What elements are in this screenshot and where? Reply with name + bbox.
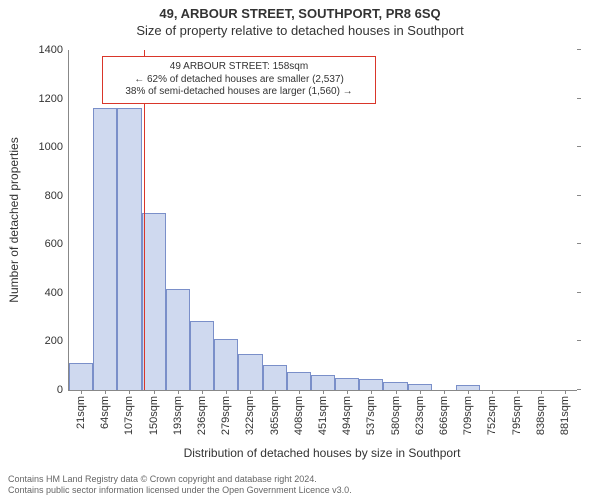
x-tick-label: 322sqm (244, 396, 256, 435)
x-tick-label: 236sqm (196, 396, 208, 435)
x-tick-label: 537sqm (365, 396, 377, 435)
x-tick-label: 451sqm (317, 396, 329, 435)
x-tick-label: 795sqm (511, 396, 523, 435)
x-tick-label: 21sqm (75, 396, 87, 429)
histogram-bar (263, 365, 287, 391)
y-tick-label: 1400 (39, 44, 69, 56)
y-axis-label: Number of detached properties (7, 137, 21, 302)
histogram-bar (383, 382, 407, 391)
x-tick-label: 150sqm (148, 396, 160, 435)
histogram-bar (69, 363, 93, 390)
x-tick-label: 838sqm (535, 396, 547, 435)
histogram-bar (238, 354, 262, 390)
x-tick-label: 881sqm (559, 396, 571, 435)
x-tick-label: 752sqm (486, 396, 498, 435)
histogram-bar (335, 378, 359, 390)
chart-container: 49, ARBOUR STREET, SOUTHPORT, PR8 6SQ Si… (0, 0, 600, 500)
histogram-bar (359, 379, 383, 390)
x-tick-label: 365sqm (269, 396, 281, 435)
histogram-bar (142, 213, 166, 390)
annotation-line: 49 ARBOUR STREET: 158sqm (109, 61, 369, 74)
y-tick-label: 600 (45, 238, 69, 250)
page-subtitle: Size of property relative to detached ho… (0, 21, 600, 38)
x-tick-label: 193sqm (172, 396, 184, 435)
footer-line: Contains public sector information licen… (8, 485, 352, 496)
y-tick-label: 0 (57, 384, 69, 396)
annotation-line: 38% of semi-detached houses are larger (… (109, 86, 369, 99)
histogram-bar (214, 339, 238, 390)
footer-attribution: Contains HM Land Registry data © Crown c… (8, 474, 352, 497)
x-tick-label: 709sqm (462, 396, 474, 435)
histogram-bar (93, 108, 117, 390)
histogram-bar (117, 108, 141, 390)
x-tick-label: 494sqm (341, 396, 353, 435)
y-tick-label: 800 (45, 190, 69, 202)
y-tick-label: 400 (45, 287, 69, 299)
x-axis-label: Distribution of detached houses by size … (68, 446, 576, 460)
page-title: 49, ARBOUR STREET, SOUTHPORT, PR8 6SQ (0, 0, 600, 21)
y-tick-label: 200 (45, 335, 69, 347)
x-tick-label: 107sqm (123, 396, 135, 435)
y-tick-label: 1200 (39, 93, 69, 105)
annotation-line: ← 62% of detached houses are smaller (2,… (109, 74, 369, 87)
x-tick-label: 623sqm (414, 396, 426, 435)
histogram-bar (190, 321, 214, 390)
histogram-bar (287, 372, 311, 390)
x-tick-label: 279sqm (220, 396, 232, 435)
histogram-bar (166, 289, 190, 390)
footer-line: Contains HM Land Registry data © Crown c… (8, 474, 352, 485)
annotation-box: 49 ARBOUR STREET: 158sqm ← 62% of detach… (102, 56, 376, 104)
x-tick-label: 580sqm (390, 396, 402, 435)
x-tick-label: 408sqm (293, 396, 305, 435)
x-tick-label: 666sqm (438, 396, 450, 435)
x-tick-label: 64sqm (99, 396, 111, 429)
y-tick-label: 1000 (39, 141, 69, 153)
histogram-bar (311, 375, 335, 390)
